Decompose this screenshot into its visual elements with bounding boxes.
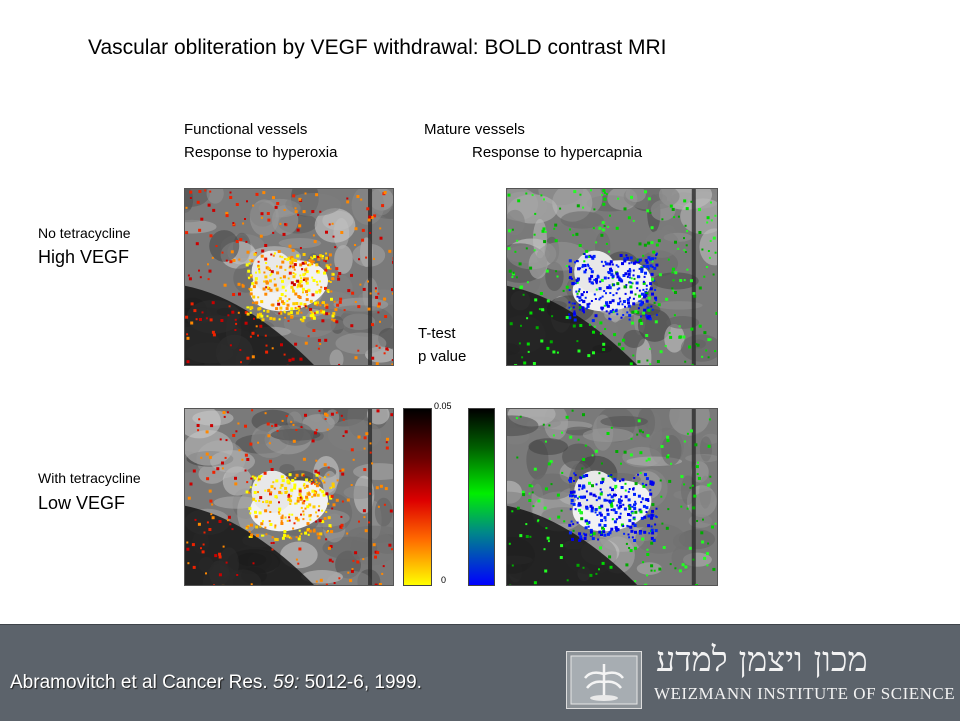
ttest-label-line2: p value: [418, 345, 466, 368]
col-left-header-line1: Functional vessels: [184, 118, 307, 141]
col-left-header-line2: Response to hyperoxia: [184, 141, 337, 164]
row2-label-big: Low VEGF: [38, 493, 125, 514]
row1-label-big: High VEGF: [38, 247, 129, 268]
mri-hyperoxia-low-vegf: [184, 408, 394, 586]
weizmann-seal-logo: [566, 651, 642, 709]
col-right-header-line2: Response to hypercapnia: [472, 141, 642, 164]
citation-pages: 5012-6, 1999.: [299, 672, 422, 693]
row1-label-small: No tetracycline: [38, 225, 131, 241]
mri-hypercapnia-low-vegf: [506, 408, 718, 586]
colorbar-bottom-tick: 0: [441, 575, 446, 585]
citation-text: Abramovitch et al Cancer Res.: [10, 672, 273, 693]
colorbar-top-tick: 0.05: [434, 401, 452, 411]
col-right-header-line1: Mature vessels: [424, 118, 525, 141]
slide-title: Vascular obliteration by VEGF withdrawal…: [88, 36, 667, 60]
weizmann-hebrew-name: מכון ויצמן למדע: [656, 640, 868, 680]
mri-hyperoxia-high-vegf: [184, 188, 394, 366]
hot-colorbar: [403, 408, 432, 586]
row2-label-small: With tetracycline: [38, 470, 141, 486]
cool-colorbar: [468, 408, 495, 586]
weizmann-english-name: WEIZMANN INSTITUTE OF SCIENCE: [654, 684, 955, 704]
ttest-label-line1: T-test: [418, 322, 456, 345]
mri-hypercapnia-high-vegf: [506, 188, 718, 366]
citation-volume: 59:: [273, 672, 299, 693]
citation: Abramovitch et al Cancer Res. 59: 5012-6…: [10, 672, 422, 694]
